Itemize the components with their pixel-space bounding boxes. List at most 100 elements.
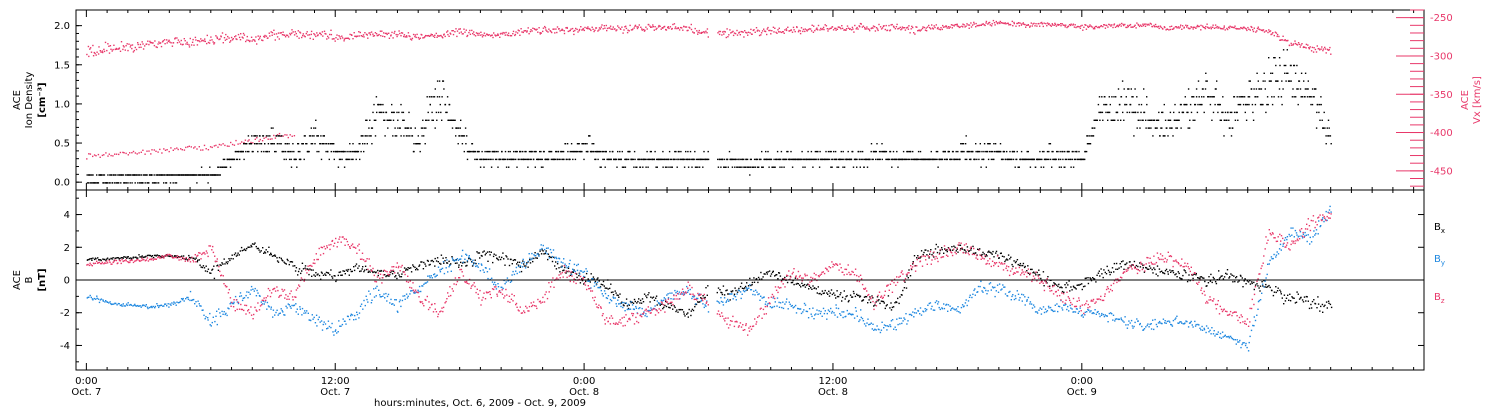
by-point — [429, 276, 431, 279]
bx-point — [565, 272, 567, 274]
vx-point — [461, 33, 463, 35]
by-point — [338, 320, 340, 322]
vx-point — [798, 29, 800, 32]
bx-point — [1151, 268, 1153, 271]
vx-point — [718, 33, 721, 36]
density-point — [448, 119, 450, 121]
by-point — [272, 309, 275, 311]
bx-point — [400, 276, 403, 278]
density-point — [830, 150, 832, 153]
vx-point — [1064, 26, 1066, 28]
vx-point — [186, 41, 188, 44]
vx-point — [484, 35, 487, 37]
bx-point — [986, 255, 988, 257]
vx-low-branch-point — [259, 138, 261, 141]
bx-point — [391, 273, 394, 275]
vx-low-branch-point — [261, 140, 264, 142]
density-point — [664, 166, 667, 168]
vx-point — [127, 49, 129, 52]
bx-point — [1292, 297, 1294, 299]
vx-point — [1326, 48, 1329, 51]
bx-point — [1246, 280, 1249, 282]
bx-point — [139, 256, 141, 258]
bx-point — [619, 293, 621, 295]
vx-point — [685, 26, 688, 28]
vx-point — [1316, 45, 1318, 47]
density-point — [662, 150, 664, 153]
density-point — [975, 150, 977, 153]
density-point — [1234, 119, 1237, 121]
vx-point — [1132, 26, 1134, 28]
density-point — [662, 166, 664, 168]
vx-point — [505, 31, 507, 34]
density-point — [767, 150, 769, 153]
density-point — [1076, 158, 1078, 161]
vx-point — [1170, 25, 1173, 27]
bx-point — [1087, 277, 1089, 279]
vx-point — [1269, 30, 1272, 32]
density-point — [482, 158, 485, 161]
vx-point — [920, 29, 922, 31]
by-point — [134, 303, 136, 306]
density-point — [263, 150, 265, 153]
bx-point — [174, 255, 176, 257]
by-point — [375, 295, 377, 297]
vx-point — [952, 24, 954, 26]
density-point — [369, 119, 371, 121]
density-point — [1232, 127, 1234, 129]
bx-point — [1153, 267, 1155, 269]
density-point — [1285, 64, 1287, 67]
density-point — [1107, 111, 1110, 114]
vx-point — [559, 30, 561, 32]
density-point — [320, 135, 322, 137]
vx-point — [330, 33, 333, 36]
vx-point — [176, 37, 178, 39]
density-point — [1092, 135, 1095, 137]
density-point — [496, 158, 498, 161]
vx-point — [521, 31, 523, 33]
bx-point — [278, 256, 281, 259]
bx-point — [1011, 263, 1013, 266]
vx-point — [252, 39, 254, 41]
density-point — [820, 158, 822, 161]
vx-point — [924, 29, 927, 31]
density-point — [322, 135, 324, 137]
density-point — [109, 174, 111, 176]
vx-point — [1018, 25, 1020, 27]
bx-point — [253, 243, 255, 245]
vx-point — [520, 28, 522, 30]
density-point — [413, 143, 415, 145]
density-point — [151, 182, 154, 184]
vx-point — [770, 33, 772, 35]
density-point — [724, 166, 726, 168]
vx-point — [309, 37, 311, 40]
density-point — [1325, 143, 1327, 145]
vx-point — [657, 26, 660, 28]
bx-point — [147, 254, 149, 256]
vx-point — [1048, 23, 1050, 25]
vx-point — [348, 38, 351, 40]
vx-point — [1002, 22, 1005, 24]
density-point — [174, 174, 176, 176]
by-point — [276, 309, 278, 311]
vx-point — [968, 24, 971, 26]
density-point — [1027, 158, 1030, 161]
density-point — [1304, 88, 1307, 90]
bx-point — [437, 261, 439, 263]
density-point — [695, 158, 698, 161]
density-point — [935, 158, 937, 161]
vx-point — [1315, 51, 1318, 53]
density-point — [791, 166, 794, 168]
density-point — [1134, 88, 1136, 90]
vx-point — [847, 27, 850, 29]
vx-point — [372, 35, 375, 37]
vx-point — [667, 26, 669, 28]
vx-point — [455, 28, 457, 30]
density-point — [861, 158, 863, 161]
density-point — [1226, 119, 1228, 121]
density-point — [1012, 158, 1015, 161]
vx-point — [993, 22, 996, 24]
by-point — [326, 328, 328, 330]
density-point — [1227, 111, 1229, 114]
bx-point — [649, 301, 651, 303]
